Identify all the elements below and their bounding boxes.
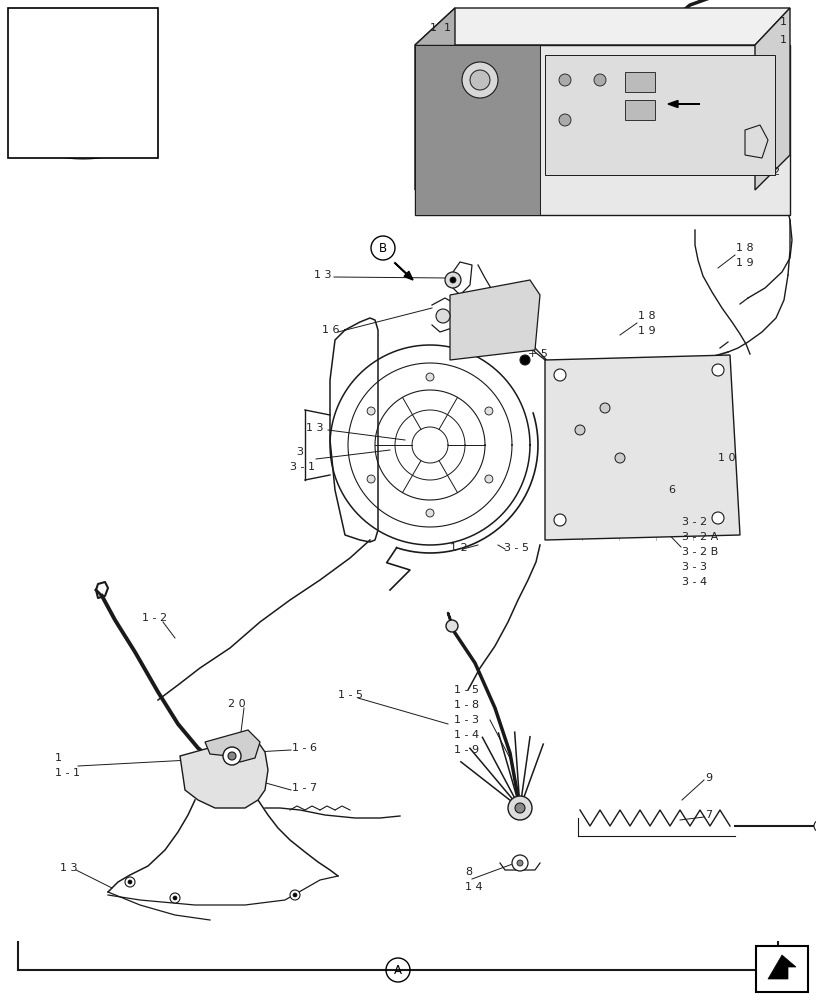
Text: 1 6: 1 6 — [322, 325, 339, 335]
Circle shape — [512, 855, 528, 871]
Circle shape — [170, 893, 180, 903]
Text: A: A — [672, 98, 680, 110]
Circle shape — [470, 70, 490, 90]
Circle shape — [515, 803, 525, 813]
Text: 1 0: 1 0 — [718, 453, 735, 463]
Text: 3 - 1: 3 - 1 — [290, 462, 315, 472]
Circle shape — [293, 893, 297, 897]
Circle shape — [128, 880, 132, 884]
Text: 1 - 8: 1 - 8 — [454, 700, 479, 710]
Circle shape — [520, 355, 530, 365]
Text: + 5: + 5 — [528, 349, 548, 359]
Text: 9: 9 — [705, 773, 712, 783]
Circle shape — [450, 277, 456, 283]
Circle shape — [814, 820, 816, 832]
Circle shape — [594, 74, 606, 86]
Text: 1 3: 1 3 — [314, 270, 331, 280]
Text: 1: 1 — [780, 35, 787, 45]
Text: 1: 1 — [780, 17, 787, 27]
Bar — [8, 8, 158, 158]
Text: 1 9: 1 9 — [736, 258, 754, 268]
Circle shape — [367, 407, 375, 415]
Text: 1 - 7: 1 - 7 — [292, 783, 317, 793]
Circle shape — [559, 114, 571, 126]
Text: A: A — [394, 964, 402, 976]
FancyArrow shape — [395, 263, 413, 280]
Polygon shape — [415, 45, 790, 215]
Circle shape — [559, 74, 571, 86]
Circle shape — [554, 514, 566, 526]
Text: 3 - 2 A: 3 - 2 A — [682, 532, 718, 542]
Polygon shape — [755, 8, 790, 190]
Text: 1 3: 1 3 — [60, 863, 78, 873]
Text: 1 - 5: 1 - 5 — [338, 690, 363, 700]
Circle shape — [600, 403, 610, 413]
Circle shape — [712, 512, 724, 524]
Circle shape — [615, 453, 625, 463]
Text: 1 9: 1 9 — [638, 326, 655, 336]
Text: 1 - 1: 1 - 1 — [55, 768, 80, 778]
Bar — [545, 55, 775, 175]
Text: 1 3: 1 3 — [306, 423, 323, 433]
Text: 8: 8 — [465, 867, 472, 877]
Polygon shape — [768, 955, 796, 979]
Circle shape — [290, 890, 300, 900]
Text: 3 - 2 B: 3 - 2 B — [682, 547, 718, 557]
Polygon shape — [415, 8, 455, 190]
Circle shape — [445, 272, 461, 288]
Text: 1 - 4: 1 - 4 — [454, 730, 479, 740]
Circle shape — [125, 877, 135, 887]
Text: 1 4: 1 4 — [465, 882, 482, 892]
Text: 7: 7 — [705, 810, 712, 820]
Circle shape — [426, 509, 434, 517]
Circle shape — [554, 369, 566, 381]
Text: 1 - 6: 1 - 6 — [292, 743, 317, 753]
Text: 3 - 4: 3 - 4 — [682, 577, 707, 587]
Text: 5: 5 — [765, 127, 772, 137]
Circle shape — [173, 896, 177, 900]
Polygon shape — [415, 45, 540, 215]
Bar — [625, 72, 655, 92]
Text: 1 8: 1 8 — [736, 243, 754, 253]
Circle shape — [485, 475, 493, 483]
Polygon shape — [545, 355, 740, 540]
Bar — [756, 946, 808, 992]
Polygon shape — [415, 8, 790, 45]
Text: 1 - 5: 1 - 5 — [454, 685, 479, 695]
Circle shape — [575, 425, 585, 435]
Text: B: B — [379, 241, 387, 254]
Text: 1 - 3: 1 - 3 — [454, 715, 479, 725]
Text: 1 - 9: 1 - 9 — [454, 745, 479, 755]
Polygon shape — [745, 125, 768, 158]
Polygon shape — [205, 730, 260, 762]
Text: 1 - 2: 1 - 2 — [142, 613, 167, 623]
Circle shape — [228, 752, 236, 760]
Text: 2: 2 — [772, 167, 779, 177]
Circle shape — [223, 747, 241, 765]
Text: 1 2: 1 2 — [450, 543, 468, 553]
Text: 1 8: 1 8 — [638, 311, 655, 321]
Circle shape — [485, 407, 493, 415]
FancyArrow shape — [668, 101, 700, 107]
Text: 3 - 5: 3 - 5 — [504, 543, 529, 553]
Bar — [625, 100, 655, 120]
Circle shape — [436, 309, 450, 323]
Circle shape — [462, 62, 498, 98]
Text: 1  1: 1 1 — [430, 23, 451, 33]
Circle shape — [508, 796, 532, 820]
Polygon shape — [450, 280, 540, 360]
Text: 2 0: 2 0 — [228, 699, 246, 709]
Text: 1: 1 — [55, 753, 62, 763]
Polygon shape — [180, 738, 268, 808]
Text: 3 - 3: 3 - 3 — [682, 562, 707, 572]
Text: 6: 6 — [668, 485, 675, 495]
Circle shape — [712, 364, 724, 376]
Circle shape — [426, 373, 434, 381]
Circle shape — [446, 620, 458, 632]
Circle shape — [517, 860, 523, 866]
Circle shape — [367, 475, 375, 483]
Text: 3 - 2: 3 - 2 — [682, 517, 707, 527]
Text: 3: 3 — [296, 447, 303, 457]
